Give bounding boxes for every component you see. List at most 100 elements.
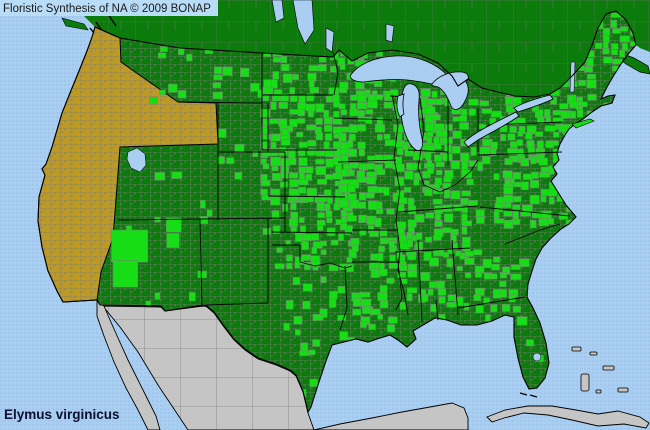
county-marker — [286, 254, 293, 262]
county-marker — [312, 339, 321, 347]
county-marker — [386, 208, 395, 215]
county-marker — [477, 161, 483, 171]
county-marker — [366, 101, 378, 109]
county-marker — [504, 180, 511, 187]
county-marker — [325, 133, 333, 141]
county-marker — [154, 172, 166, 181]
state-border-line — [177, 101, 263, 104]
county-marker — [491, 263, 500, 271]
county-marker — [307, 140, 317, 147]
county-marker — [529, 220, 537, 229]
county-marker — [240, 67, 250, 77]
county-marker — [491, 110, 502, 118]
county-marker — [519, 258, 530, 267]
county-marker — [550, 96, 557, 105]
county-marker — [378, 245, 385, 253]
county-marker — [262, 228, 272, 235]
county-marker — [386, 277, 395, 284]
county-marker — [548, 197, 555, 205]
county-marker — [379, 237, 388, 245]
county-marker — [273, 57, 282, 63]
county-marker — [406, 232, 413, 239]
county-marker — [602, 48, 610, 55]
county-marker — [171, 171, 183, 179]
county-marker — [415, 241, 424, 250]
county-marker — [509, 126, 517, 133]
county-marker — [454, 296, 464, 306]
county-marker — [325, 210, 333, 218]
county-marker — [357, 94, 367, 104]
county-marker — [490, 148, 497, 156]
county-marker — [376, 169, 386, 176]
county-marker — [297, 109, 305, 117]
county-marker — [468, 160, 477, 167]
county-marker — [340, 169, 349, 177]
county-marker — [341, 216, 347, 224]
county-marker — [398, 234, 407, 242]
county-marker — [293, 315, 303, 325]
county-marker — [339, 149, 350, 156]
county-marker — [289, 179, 299, 188]
county-marker — [281, 128, 289, 136]
county-marker — [418, 294, 429, 302]
county-marker — [430, 303, 438, 312]
mexico-region — [96, 300, 469, 430]
county-marker — [504, 158, 513, 166]
county-marker — [304, 261, 311, 271]
county-marker — [619, 49, 625, 58]
county-marker — [271, 165, 279, 172]
county-marker — [217, 156, 225, 164]
county-marker — [308, 65, 319, 72]
county-marker — [149, 96, 158, 105]
county-marker — [426, 131, 434, 137]
county-marker — [468, 200, 478, 207]
county-marker — [425, 106, 436, 116]
county-marker — [347, 215, 357, 222]
county-marker — [461, 220, 472, 227]
county-marker — [398, 264, 408, 272]
county-marker — [516, 117, 526, 125]
state-border-line — [407, 149, 449, 153]
county-marker — [456, 265, 463, 272]
county-marker — [558, 123, 569, 133]
county-marker — [332, 117, 343, 125]
county-marker — [338, 103, 346, 110]
county-marker — [547, 217, 555, 225]
county-marker — [315, 117, 323, 125]
county-marker — [317, 150, 326, 157]
county-marker — [420, 88, 431, 97]
county-marker — [297, 118, 306, 124]
county-marker — [577, 101, 588, 108]
county-marker — [466, 178, 474, 186]
county-marker — [332, 156, 342, 166]
county-marker — [383, 154, 394, 164]
county-marker — [285, 240, 292, 246]
county-marker — [413, 178, 420, 186]
county-marker — [450, 234, 457, 243]
county-marker — [420, 272, 430, 282]
county-marker — [465, 272, 472, 279]
county-marker — [367, 185, 378, 194]
county-marker — [404, 170, 414, 180]
county-marker — [285, 300, 294, 310]
county-marker — [369, 308, 381, 316]
county-marker — [421, 98, 428, 108]
county-marker — [307, 110, 314, 118]
county-marker — [500, 134, 507, 142]
county-marker — [337, 315, 347, 321]
county-marker — [376, 117, 384, 125]
county-marker — [346, 263, 354, 272]
county-marker — [399, 301, 407, 310]
county-marker — [270, 150, 278, 157]
county-marker — [272, 71, 280, 80]
county-marker — [159, 46, 168, 52]
county-marker — [315, 103, 325, 113]
state-border-line — [199, 218, 203, 308]
county-marker — [262, 163, 270, 170]
county-marker — [289, 87, 295, 95]
county-marker — [301, 254, 311, 261]
county-marker — [586, 73, 596, 80]
county-marker — [378, 268, 388, 277]
county-marker — [286, 262, 293, 270]
county-marker — [584, 66, 593, 73]
